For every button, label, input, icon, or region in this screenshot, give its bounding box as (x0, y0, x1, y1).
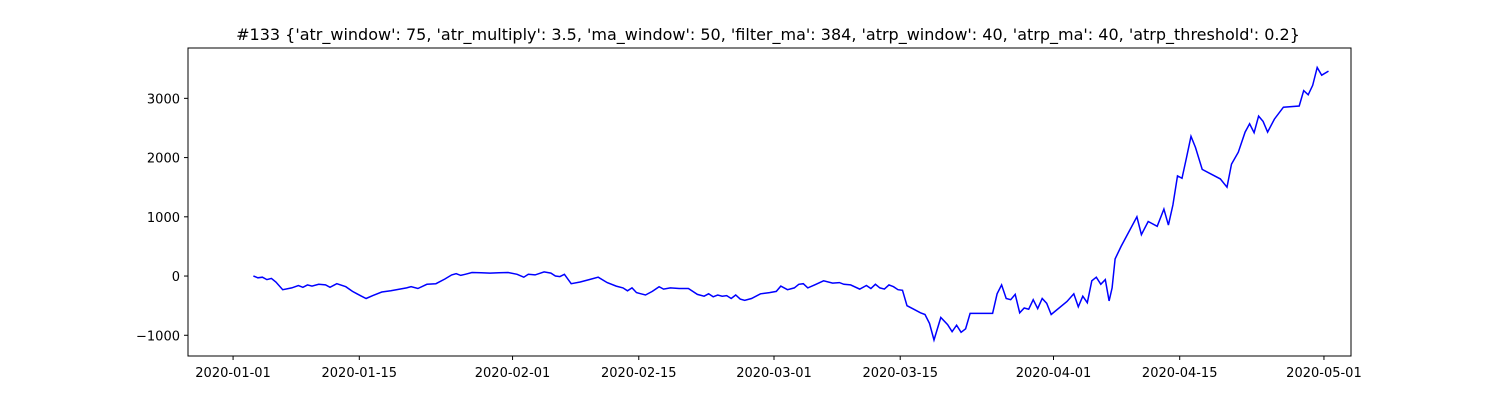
x-tick-label: 2020-02-01 (475, 366, 551, 381)
y-tick-label: 3000 (147, 92, 180, 107)
x-tick-label: 2020-05-01 (1286, 366, 1362, 381)
x-tick-label: 2020-01-01 (195, 366, 271, 381)
y-tick-label: −1000 (136, 329, 180, 344)
x-tick-label: 2020-03-15 (862, 366, 938, 381)
y-axis: −1000 0 1000 2000 3000 (136, 92, 188, 344)
x-tick-label: 2020-04-01 (1016, 366, 1092, 381)
x-axis: 2020-01-01 2020-01-15 2020-02-01 2020-02-15… (195, 356, 1362, 381)
x-tick-label: 2020-02-15 (601, 366, 677, 381)
x-tick-label: 2020-01-15 (322, 366, 398, 381)
plot-area-frame (187, 47, 1352, 357)
y-tick-label: 2000 (147, 152, 180, 167)
x-tick-label: 2020-04-15 (1142, 366, 1218, 381)
x-tick-label: 2020-03-01 (736, 366, 812, 381)
y-tick-label: 1000 (147, 211, 180, 226)
equity-line (253, 65, 1329, 343)
y-tick-label: 0 (172, 270, 180, 285)
chart-title: #133 {'atr_window': 75, 'atr_multiply': … (236, 25, 1300, 45)
